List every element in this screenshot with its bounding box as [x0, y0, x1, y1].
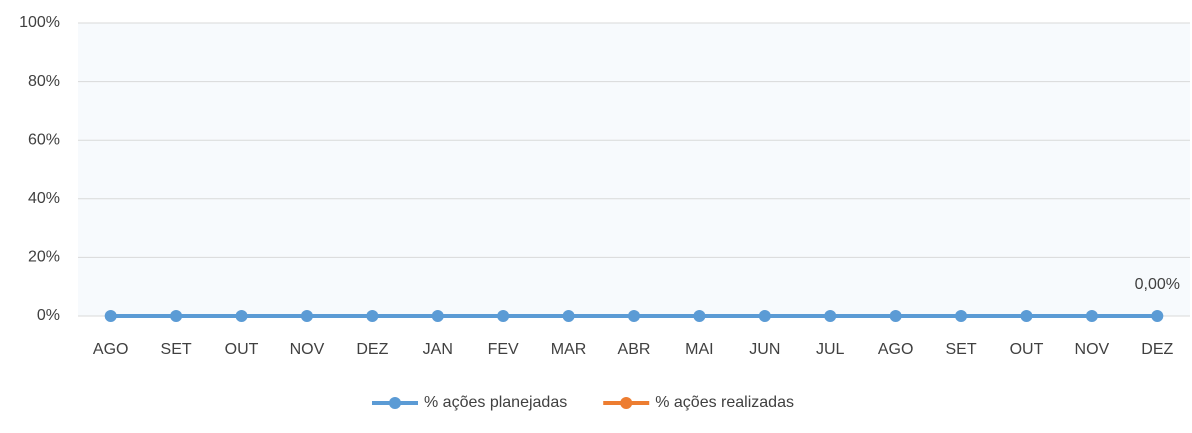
x-tick-label: SET	[161, 341, 192, 358]
legend-marker	[389, 397, 401, 409]
point	[104, 310, 117, 322]
x-tick-label: SET	[945, 341, 976, 358]
x-tick-label: JAN	[423, 341, 453, 358]
point	[1151, 310, 1164, 322]
point	[300, 310, 313, 322]
x-tick-label: JUN	[749, 341, 780, 358]
x-tick-label: FEV	[488, 341, 519, 358]
point	[693, 310, 706, 322]
data-label: 0,00%	[1135, 276, 1180, 293]
x-tick-label: NOV	[290, 341, 325, 358]
point	[1085, 310, 1098, 322]
point	[497, 310, 510, 322]
x-tick-label: AGO	[878, 341, 914, 358]
x-tick-label: OUT	[1010, 341, 1044, 358]
point	[431, 310, 444, 322]
point	[235, 310, 248, 322]
point	[889, 310, 902, 322]
y-tick-label: 100%	[19, 14, 60, 31]
x-tick-label: MAI	[685, 341, 713, 358]
point	[824, 310, 837, 322]
x-tick-label: ABR	[618, 341, 651, 358]
legend-marker	[620, 397, 633, 409]
x-tick-label: NOV	[1075, 341, 1110, 358]
legend-label: % ações realizadas	[655, 394, 794, 411]
legend-label: % ações planejadas	[424, 394, 567, 411]
point	[758, 310, 771, 322]
y-tick-label: 80%	[28, 73, 60, 90]
point	[366, 310, 379, 322]
x-tick-label: JUL	[816, 341, 845, 358]
x-tick-label: OUT	[225, 341, 259, 358]
y-tick-label: 20%	[28, 249, 60, 266]
y-tick-label: 40%	[28, 190, 60, 207]
y-tick-label: 0%	[37, 307, 60, 324]
x-tick-label: DEZ	[1141, 341, 1173, 358]
x-tick-label: AGO	[93, 341, 129, 358]
plot-area	[78, 23, 1190, 316]
point	[1020, 310, 1033, 322]
point	[562, 310, 575, 322]
point	[170, 310, 183, 322]
x-tick-label: DEZ	[356, 341, 388, 358]
point	[628, 310, 640, 322]
x-tick-label: MAR	[551, 341, 587, 358]
y-tick-label: 60%	[28, 131, 60, 148]
point	[955, 310, 968, 322]
